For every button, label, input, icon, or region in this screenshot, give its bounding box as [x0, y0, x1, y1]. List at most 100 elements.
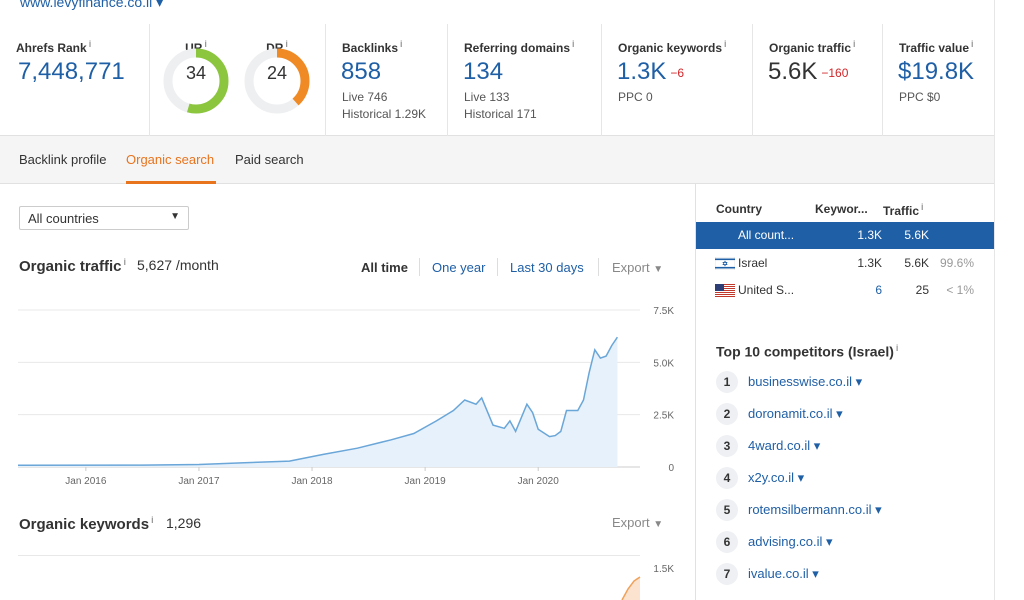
y-tick-label: 5.0K	[653, 358, 674, 369]
organic-keywords-chart: 1.5K	[18, 555, 674, 600]
organic-traffic-delta: −160	[821, 65, 849, 80]
competitor-item: 2 doronamit.co.il ▾	[716, 403, 986, 427]
organic-keywords-card: Organic keywords i 1.3K −6 PPC 0	[602, 24, 753, 136]
export-traffic-label: Export	[612, 260, 650, 275]
competitor-item: 3 4ward.co.il ▾	[716, 435, 986, 459]
us-flag-icon	[715, 284, 735, 297]
country-share: < 1%	[946, 283, 974, 297]
organic-traffic-value: 5.6K	[768, 58, 818, 85]
tab-organic-search[interactable]: Organic search	[126, 152, 215, 167]
organic-traffic-title: Organic traffic i	[19, 257, 126, 275]
traffic-area	[18, 337, 618, 467]
info-icon[interactable]: i	[724, 39, 727, 49]
backlinks-value[interactable]: 858	[341, 58, 382, 85]
country-traffic: 5.6K	[904, 256, 929, 270]
ahrefs-rank-label: Ahrefs Rank	[16, 41, 87, 55]
keywords-column-header[interactable]: Keywor...	[815, 202, 868, 216]
x-tick-label: Jan 2020	[518, 476, 560, 487]
competitor-link[interactable]: ivalue.co.il ▾	[748, 566, 819, 581]
country-row[interactable]: United S... 6 25 < 1%	[696, 277, 994, 304]
competitor-item: 5 rotemsilbermann.co.il ▾	[716, 499, 986, 523]
caret-down-icon: ▼	[653, 519, 664, 530]
traffic-column-header[interactable]: Traffic i	[883, 202, 924, 218]
competitor-link[interactable]: businesswise.co.il ▾	[748, 374, 863, 389]
country-keywords: 1.3K	[857, 228, 882, 242]
country-keywords: 1.3K	[857, 256, 882, 270]
x-tick-label: Jan 2019	[405, 476, 447, 487]
info-icon[interactable]: i	[123, 257, 127, 267]
competitor-link[interactable]: doronamit.co.il ▾	[748, 406, 843, 421]
x-tick-label: Jan 2017	[178, 476, 220, 487]
info-icon[interactable]: i	[971, 39, 974, 49]
info-icon[interactable]: i	[921, 202, 924, 212]
referring-domains-historical: Historical 171	[464, 107, 537, 121]
ahrefs-rank-value: 7,448,771	[18, 58, 125, 85]
organic-keywords-value[interactable]: 1.3K	[617, 58, 667, 85]
organic-keywords-count: 1,296	[166, 515, 202, 531]
competitor-item: 1 businesswise.co.il ▾	[716, 371, 986, 395]
country-select[interactable]: All countries ▼	[19, 206, 189, 230]
organic-keywords-delta: −6	[670, 65, 685, 80]
caret-down-icon: ▼	[653, 264, 664, 275]
competitor-rank: 2	[716, 403, 738, 425]
country-name: Israel	[738, 256, 768, 270]
competitor-rank: 5	[716, 499, 738, 521]
country-column-header[interactable]: Country	[716, 202, 762, 216]
export-keywords-button[interactable]: Export ▼	[612, 515, 663, 530]
competitor-link[interactable]: advising.co.il ▾	[748, 534, 833, 549]
competitor-rank: 1	[716, 371, 738, 393]
country-row[interactable]: Israel 1.3K 5.6K 99.6%	[696, 250, 994, 277]
organic-keywords-title-text: Organic keywords	[19, 516, 150, 533]
traffic-value-ppc: PPC $0	[899, 90, 941, 104]
keywords-area	[622, 577, 640, 600]
country-name: United S...	[738, 283, 795, 297]
competitor-link[interactable]: 4ward.co.il ▾	[748, 438, 821, 453]
backlinks-historical: Historical 1.29K	[342, 107, 427, 121]
backlinks-card: Backlinks i 858 Live 746 Historical 1.29K	[326, 24, 448, 136]
info-icon[interactable]: i	[400, 39, 403, 49]
info-icon[interactable]: i	[88, 39, 92, 49]
page-right-margin	[994, 0, 1024, 600]
organic-traffic-per-month: 5,627 /month	[137, 257, 219, 273]
y-tick-label: 1.5K	[653, 564, 674, 575]
israel-flag-icon	[715, 257, 735, 270]
range-divider	[419, 258, 420, 276]
y-tick-label: 2.5K	[653, 411, 674, 422]
range-divider	[598, 258, 599, 276]
range-one-year[interactable]: One year	[432, 260, 486, 275]
caret-down-icon: ▼	[170, 211, 180, 222]
country-select-value: All countries	[28, 211, 99, 226]
country-name: All count...	[738, 228, 795, 242]
competitor-link[interactable]: x2y.co.il ▾	[748, 470, 805, 485]
tab-backlink-profile[interactable]: Backlink profile	[19, 152, 107, 167]
range-last-30-days[interactable]: Last 30 days	[510, 260, 584, 275]
competitor-link[interactable]: rotemsilbermann.co.il ▾	[748, 502, 882, 517]
traffic-value-card: Traffic value i $19.8K PPC $0	[883, 24, 994, 136]
country-row[interactable]: All count... 1.3K 5.6K	[696, 222, 994, 249]
info-icon[interactable]: i	[853, 39, 856, 49]
traffic-series-line	[18, 336, 619, 467]
domain-link[interactable]: www.levyfinance.co.il ▾	[20, 0, 164, 10]
info-icon[interactable]: i	[895, 343, 899, 353]
tab-paid-search[interactable]: Paid search	[235, 152, 304, 167]
right-panel	[695, 184, 994, 600]
organic-keywords-label: Organic keywords	[618, 41, 723, 55]
info-icon[interactable]: i	[204, 39, 207, 49]
export-traffic-button[interactable]: Export ▼	[612, 260, 663, 275]
info-icon[interactable]: i	[572, 39, 575, 49]
country-keywords: 6	[875, 283, 882, 297]
active-tab-indicator	[126, 181, 216, 184]
organic-traffic-card: Organic traffic i 5.6K −160	[753, 24, 883, 136]
backlinks-label: Backlinks	[342, 41, 399, 55]
referring-domains-label: Referring domains	[464, 41, 571, 55]
x-tick-label: Jan 2018	[291, 476, 333, 487]
info-icon[interactable]: i	[151, 515, 154, 525]
referring-domains-card: Referring domains i 134 Live 133 Historic…	[448, 24, 602, 136]
referring-domains-value[interactable]: 134	[463, 58, 504, 85]
info-icon[interactable]: i	[285, 39, 288, 49]
metrics-bar: Ahrefs Rank i 7,448,771 UR i 34 DR i 24 Bac…	[0, 24, 994, 136]
organic-keywords-title: Organic keywords i	[19, 515, 154, 533]
y-tick-label: 7.5K	[653, 306, 674, 317]
range-all-time[interactable]: All time	[361, 260, 408, 275]
competitor-rank: 6	[716, 531, 738, 553]
